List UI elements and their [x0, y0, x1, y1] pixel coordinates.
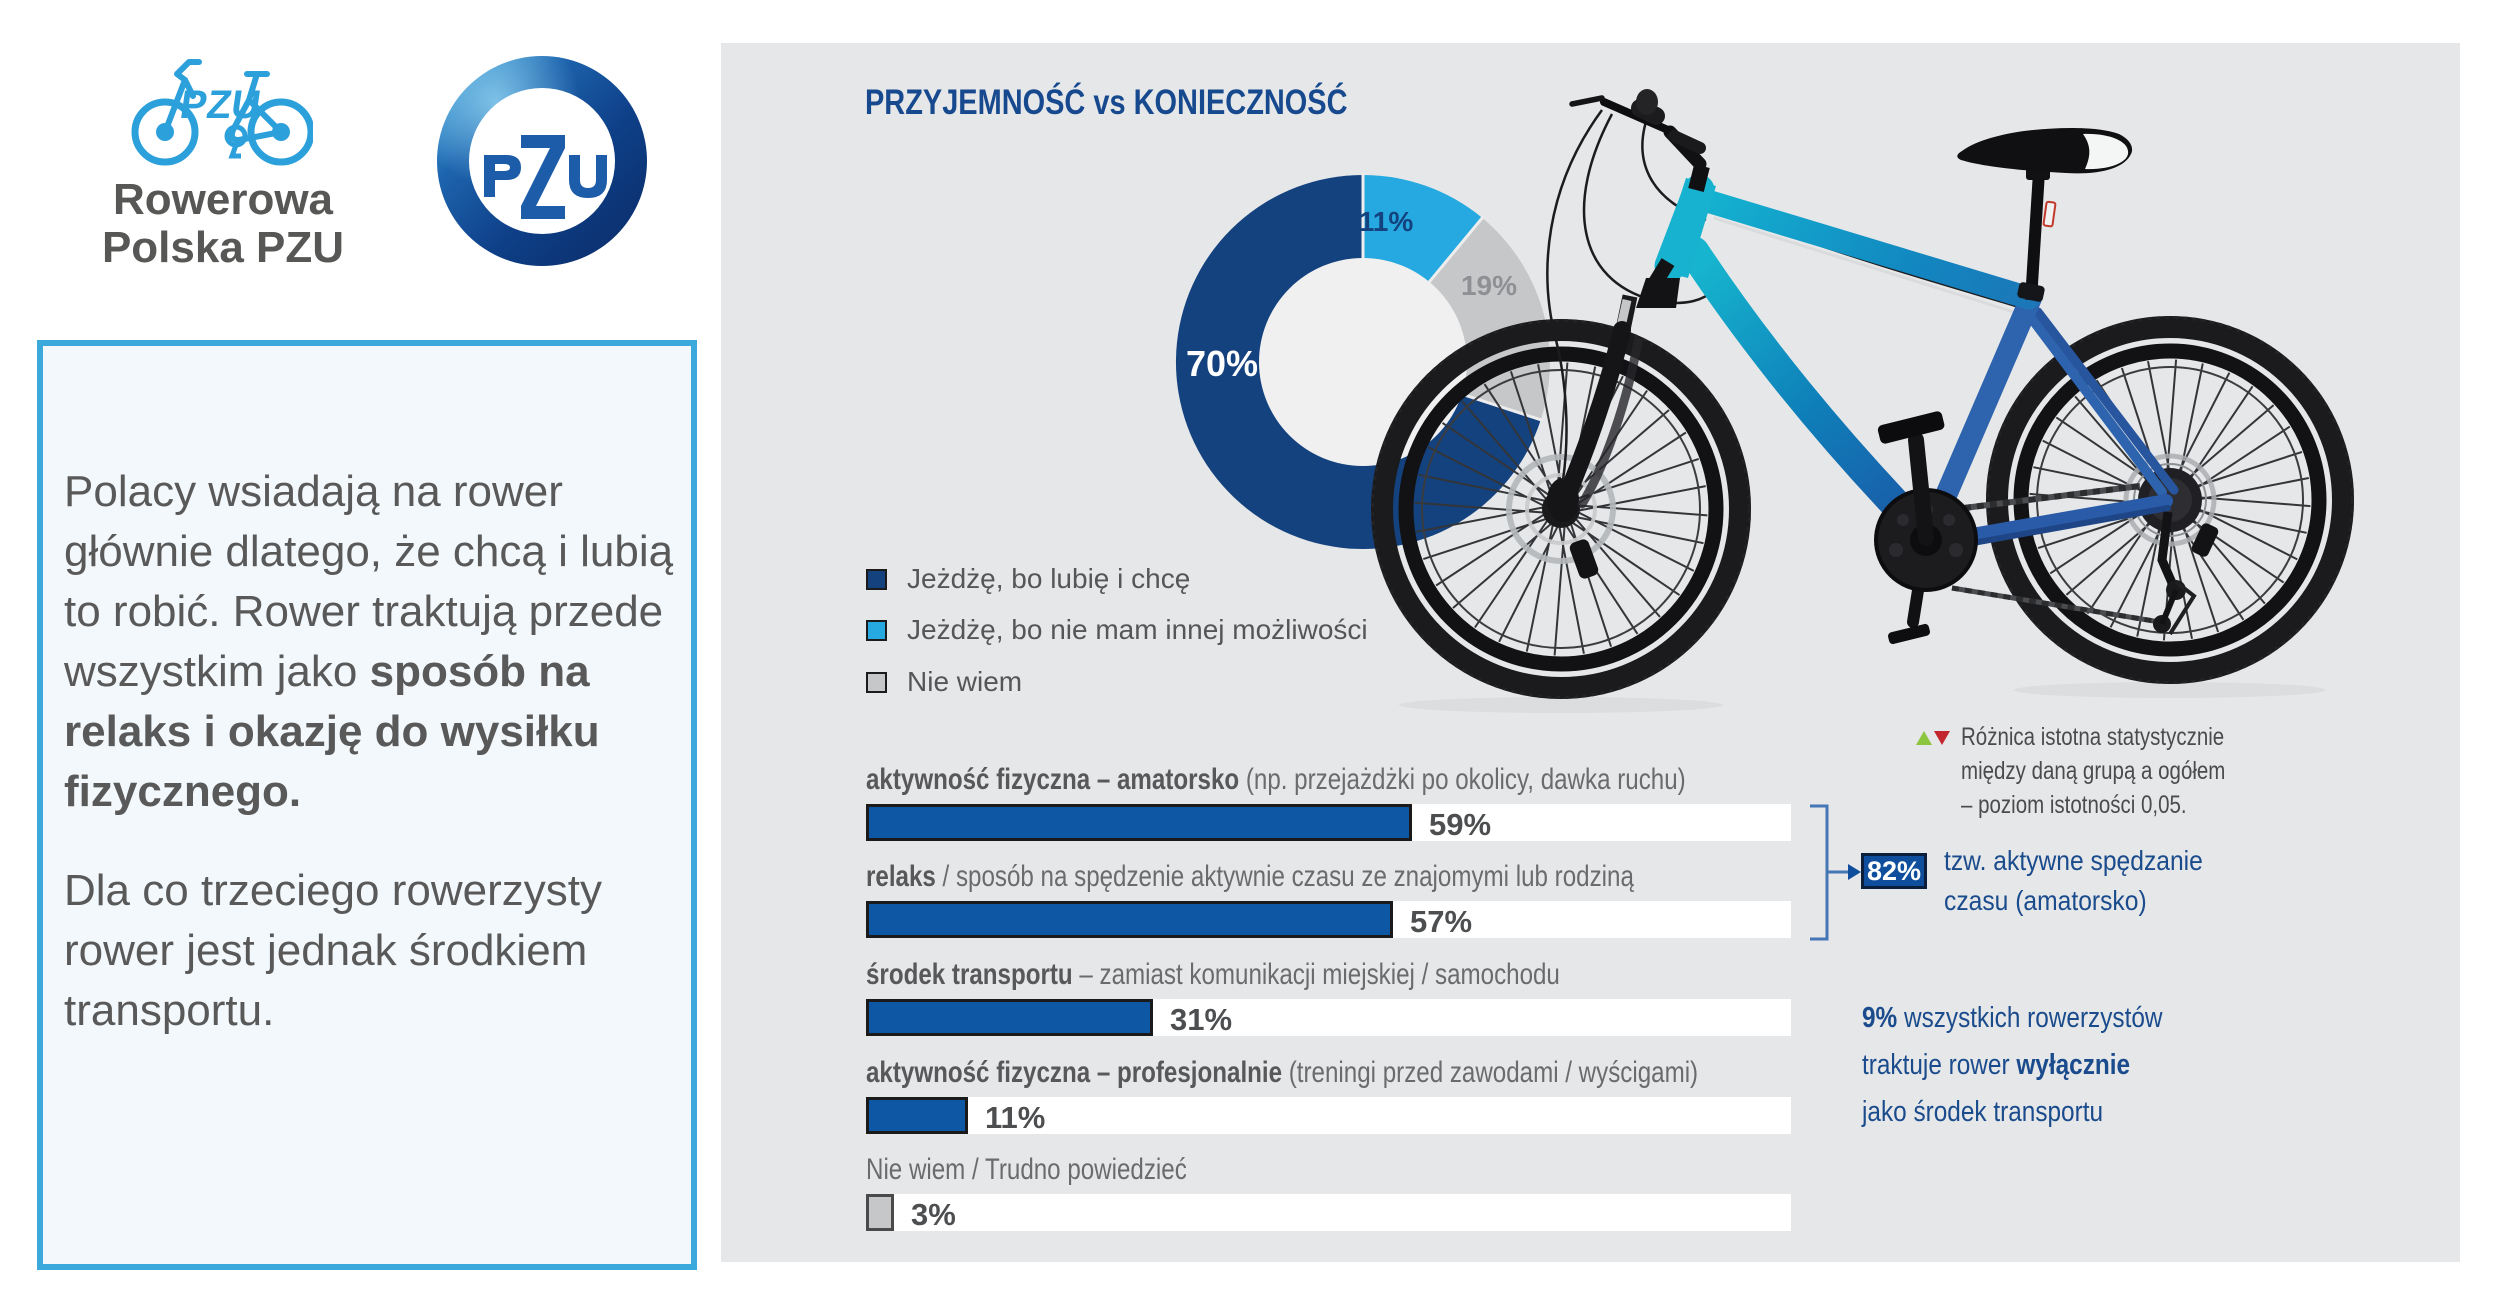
svg-text:19%: 19%	[1461, 270, 1517, 301]
svg-text:70%: 70%	[1186, 343, 1258, 384]
svg-text:11%: 11%	[1359, 206, 1414, 237]
